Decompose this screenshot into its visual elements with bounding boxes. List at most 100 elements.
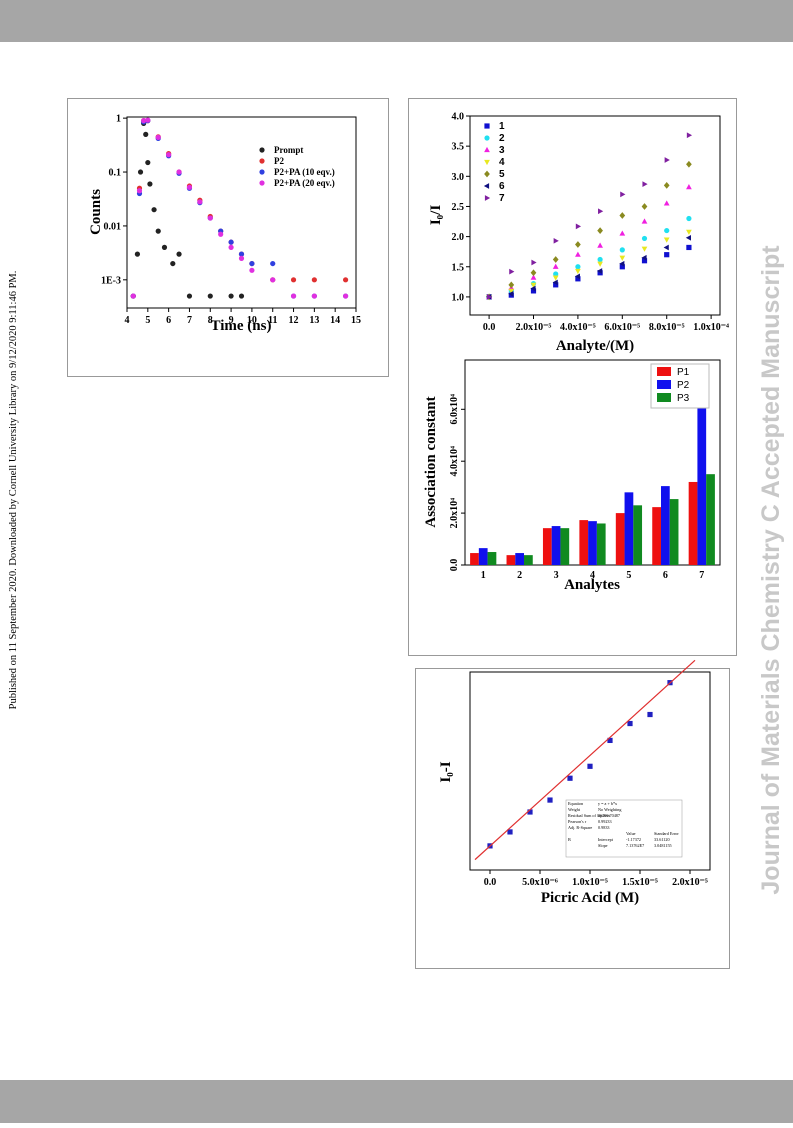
bar	[596, 523, 606, 565]
x-tick-label: 7	[699, 570, 704, 581]
point	[597, 227, 603, 234]
point	[238, 293, 245, 299]
bar	[633, 505, 643, 565]
point	[553, 282, 559, 288]
point	[575, 276, 581, 282]
legend-label: 4	[499, 157, 505, 168]
point	[686, 215, 692, 222]
table-cell: Weight	[568, 807, 581, 812]
point	[686, 160, 692, 168]
point	[141, 118, 147, 124]
point	[197, 199, 203, 205]
point	[552, 275, 559, 281]
bar	[706, 474, 715, 565]
table-cell: 0.99233	[598, 819, 612, 824]
footer-bar	[0, 1080, 793, 1123]
point	[311, 277, 317, 283]
point	[151, 207, 157, 213]
point	[663, 244, 669, 251]
point	[553, 237, 559, 244]
point	[641, 246, 648, 252]
y-tick-label: 1.0	[452, 292, 465, 303]
point	[596, 268, 603, 274]
legend-swatch	[657, 380, 671, 389]
point	[207, 293, 213, 299]
table-cell: Slope	[598, 843, 608, 848]
bar	[478, 548, 488, 565]
point	[166, 152, 172, 158]
point	[238, 251, 245, 257]
legend-label: 3	[499, 145, 505, 156]
point	[620, 191, 626, 198]
point	[136, 188, 143, 194]
x-tick-label: 1.0x10⁻⁴	[693, 322, 729, 333]
legend-marker	[484, 170, 490, 178]
point	[575, 264, 581, 270]
y-tick-label: 1.5	[452, 262, 465, 273]
x-tick-label: 9	[229, 315, 234, 326]
bar	[615, 513, 625, 565]
x-tick-label: 7	[187, 315, 192, 326]
table-header: Standard Error	[654, 831, 679, 836]
point	[686, 184, 692, 190]
point	[508, 291, 514, 297]
figure-frame	[408, 98, 737, 656]
legend-label: 1	[499, 121, 505, 132]
point	[186, 184, 193, 190]
point	[170, 260, 176, 267]
x-tick-label: 1.5x10⁻⁵	[622, 877, 658, 888]
point	[238, 255, 245, 261]
point	[530, 269, 537, 277]
y-tick-label: 1E-3	[101, 275, 121, 286]
y-axis-label: Association constant	[423, 396, 439, 527]
point	[553, 271, 559, 277]
point	[207, 215, 213, 221]
point	[619, 255, 626, 261]
point	[228, 244, 234, 250]
y-tick-label: 2.0x10⁴	[449, 498, 460, 529]
point	[155, 228, 161, 234]
point	[575, 223, 582, 230]
point	[641, 203, 648, 210]
bar	[688, 481, 698, 565]
point	[664, 157, 670, 163]
point	[664, 227, 670, 234]
y-axis-label: Counts	[88, 189, 104, 235]
plot-frame	[469, 115, 721, 316]
y-tick-label: 4.0x10⁴	[449, 446, 460, 477]
point	[527, 809, 533, 815]
bar	[542, 528, 552, 565]
point	[686, 132, 693, 139]
legend-marker	[259, 169, 265, 175]
point	[685, 234, 691, 241]
table-cell: Residual Sum of Squares	[568, 813, 611, 818]
x-tick-label: 4.0x10⁻⁵	[560, 322, 596, 333]
point	[597, 270, 603, 276]
point	[228, 293, 234, 299]
bar	[697, 366, 707, 565]
legend-label: P3	[677, 393, 690, 404]
legend-marker	[259, 158, 265, 164]
x-tick-label: 0.0	[483, 322, 496, 333]
table-cell: 26790.70487	[598, 813, 620, 818]
point	[641, 258, 648, 264]
point	[290, 293, 297, 299]
table-cell: 0.9833	[598, 825, 610, 830]
point	[143, 131, 149, 137]
bar	[551, 526, 561, 565]
point	[507, 829, 513, 835]
point	[663, 181, 670, 189]
table-cell: No Weighting	[598, 807, 622, 812]
point	[607, 737, 613, 744]
point	[218, 231, 224, 237]
table-frame	[565, 799, 683, 858]
x-tick-label: 5	[626, 570, 631, 581]
x-tick-label: 4	[590, 570, 595, 581]
point	[686, 229, 692, 235]
point	[145, 159, 151, 166]
y-tick-label: 2.0	[452, 232, 465, 243]
bar	[515, 553, 525, 565]
table-cell: y = a + b*x	[598, 801, 618, 806]
legend-marker	[484, 195, 491, 201]
point	[290, 277, 297, 283]
